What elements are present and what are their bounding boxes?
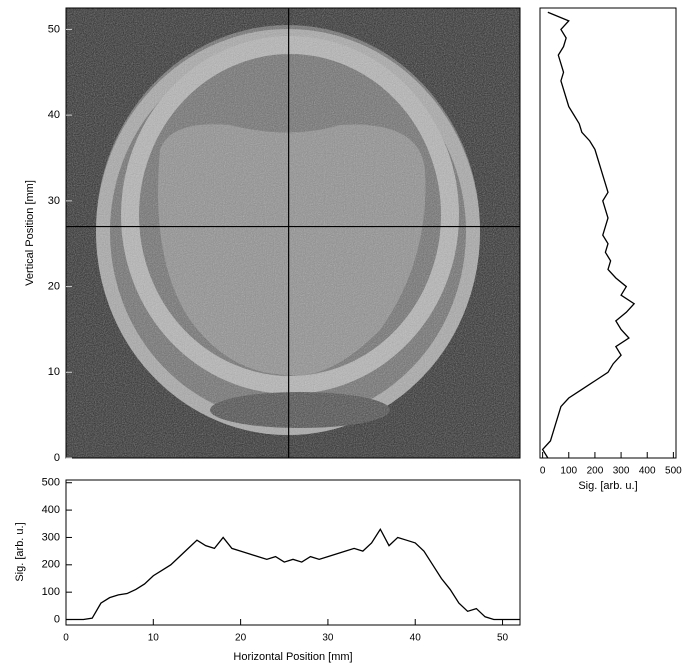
x-tick-label: 10 (148, 633, 160, 644)
y-tick-label: 100 (42, 586, 60, 598)
x-tick-label: 30 (322, 633, 334, 644)
profile-line (66, 527, 520, 621)
y-tick-label: 200 (42, 559, 60, 571)
x-axis-label: Sig. [arb. u.] (578, 480, 637, 492)
x-tick-label: 500 (665, 466, 682, 477)
y-tick-label: 40 (48, 109, 60, 121)
x-tick-label: 0 (63, 633, 69, 644)
y-tick-label: 50 (48, 23, 60, 35)
y-tick-label: 300 (42, 531, 60, 543)
vertical-profile-frame (539, 7, 677, 459)
x-tick-label: 200 (587, 466, 604, 477)
beam-image (66, 8, 520, 458)
y-tick-label: 30 (48, 195, 60, 207)
y-tick-label: 500 (42, 477, 60, 489)
x-tick-label: 40 (410, 633, 422, 644)
x-axis-label: Horizontal Position [mm] (233, 651, 352, 663)
y-axis-label: Sig. [arb. u.] (14, 522, 26, 581)
x-tick-label: 50 (497, 633, 509, 644)
y-tick-label: 0 (54, 452, 60, 464)
x-tick-label: 0 (540, 466, 546, 477)
y-axis-label: Vertical Position [mm] (24, 180, 36, 286)
x-tick-label: 400 (639, 466, 656, 477)
x-tick-label: 20 (235, 633, 247, 644)
x-tick-label: 300 (613, 466, 630, 477)
y-tick-label: 20 (48, 280, 60, 292)
y-tick-label: 0 (54, 613, 60, 625)
horizontal-profile-frame (65, 479, 521, 626)
x-tick-label: 100 (560, 466, 577, 477)
y-tick-label: 10 (48, 366, 60, 378)
image-frame (65, 7, 521, 459)
y-tick-label: 400 (42, 504, 60, 516)
profile-line (541, 11, 636, 459)
